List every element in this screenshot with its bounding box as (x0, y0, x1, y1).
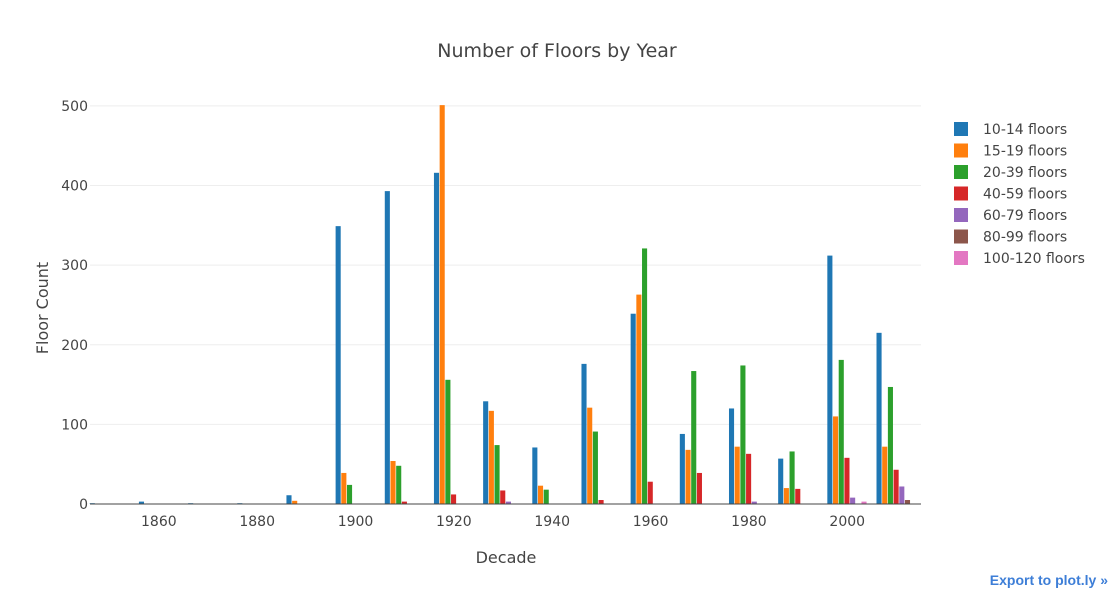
bar (783, 488, 789, 504)
legend-swatch (954, 251, 968, 265)
y-tick-label: 300 (61, 258, 88, 274)
legend-item[interactable]: 80-99 floors (954, 229, 1067, 246)
bar (876, 332, 882, 504)
bar (401, 501, 407, 504)
y-axis-title: Floor Count (33, 262, 52, 354)
bar (882, 446, 888, 504)
bar (532, 447, 538, 504)
bar (292, 500, 298, 504)
x-tick-label: 1860 (141, 514, 177, 530)
bar (887, 386, 893, 504)
legend-item[interactable]: 20-39 floors (954, 165, 1067, 181)
chart-title: Number of Floors by Year (437, 40, 677, 62)
y-tick-label: 500 (61, 99, 88, 115)
legend[interactable]: 10-14 floors 15-19 floors 20-39 floors 40-5… (954, 122, 1085, 267)
export-to-plotly-link[interactable]: Export to plot.ly » (989, 572, 1108, 588)
bar (581, 363, 587, 504)
legend-label: 60-79 floors (983, 208, 1067, 224)
bar (778, 458, 784, 504)
legend-swatch (954, 122, 968, 136)
x-tick-label: 1900 (338, 514, 374, 530)
bar (636, 294, 642, 504)
legend-item[interactable]: 60-79 floors (954, 208, 1067, 224)
bar (598, 500, 604, 504)
gridlines (90, 105, 921, 425)
x-axis-title: Decade (476, 548, 537, 567)
legend-swatch (954, 229, 968, 244)
bar (904, 500, 911, 504)
bar (899, 486, 905, 504)
bar (396, 465, 402, 504)
bar (838, 359, 844, 504)
bar (827, 255, 833, 504)
bar (850, 497, 856, 504)
x-tick-label: 1940 (534, 514, 570, 530)
y-tick-label: 200 (61, 338, 88, 354)
bar (833, 416, 839, 504)
bar (483, 401, 489, 504)
bar (335, 226, 341, 504)
bar (138, 501, 145, 504)
legend-item[interactable]: 10-14 floors (954, 122, 1067, 138)
x-tick-label: 1880 (239, 514, 275, 530)
y-tick-label: 400 (61, 179, 88, 195)
x-tick-label: 1980 (731, 514, 767, 530)
bar (592, 431, 598, 504)
legend-label: 15-19 floors (983, 144, 1067, 160)
bars (89, 105, 911, 505)
bar (384, 191, 390, 504)
bar (734, 446, 740, 504)
bar (445, 379, 451, 504)
bar (433, 172, 440, 505)
x-tick-label: 1920 (436, 514, 472, 530)
bar (390, 461, 396, 504)
legend-item[interactable]: 15-19 floors (954, 143, 1067, 160)
bar (740, 365, 746, 504)
legend-label: 40-59 floors (983, 187, 1067, 203)
bar (679, 433, 685, 504)
bar (500, 490, 506, 504)
bar (341, 472, 347, 504)
bar (691, 371, 697, 504)
bar (696, 472, 702, 504)
bar (630, 313, 636, 504)
bar (346, 484, 353, 504)
legend-item[interactable]: 100-120 floors (954, 251, 1085, 267)
bar (537, 485, 544, 504)
bar (685, 449, 691, 504)
bar (795, 488, 801, 504)
x-tick-label: 1960 (633, 514, 669, 530)
legend-item[interactable]: 40-59 floors (954, 186, 1067, 203)
bar (728, 408, 735, 504)
bar (751, 501, 757, 504)
bar (844, 457, 850, 504)
bar (543, 489, 549, 504)
bar (494, 445, 500, 504)
bar (647, 481, 653, 504)
x-tick-label: 2000 (829, 514, 865, 530)
legend-swatch (954, 208, 968, 222)
legend-label: 10-14 floors (983, 122, 1067, 138)
legend-label: 20-39 floors (983, 165, 1067, 181)
bar (746, 453, 752, 504)
legend-swatch (954, 165, 968, 179)
bar (893, 469, 899, 504)
bar (286, 495, 292, 504)
bar (488, 410, 494, 504)
bar (789, 451, 795, 504)
bar (861, 501, 867, 504)
legend-swatch (954, 186, 968, 201)
legend-label: 80-99 floors (983, 230, 1067, 246)
legend-swatch (954, 143, 968, 158)
axes: 0 100 200 300 400 500 1860 1880 1900 1920 1940 1960… (61, 99, 921, 530)
y-tick-label: 100 (61, 417, 88, 433)
bar (642, 248, 648, 504)
y-tick-label: 0 (79, 497, 88, 513)
bar (451, 494, 457, 504)
legend-label: 100-120 floors (983, 251, 1085, 267)
bar (505, 501, 511, 504)
bar (587, 407, 593, 504)
bar (439, 105, 445, 504)
